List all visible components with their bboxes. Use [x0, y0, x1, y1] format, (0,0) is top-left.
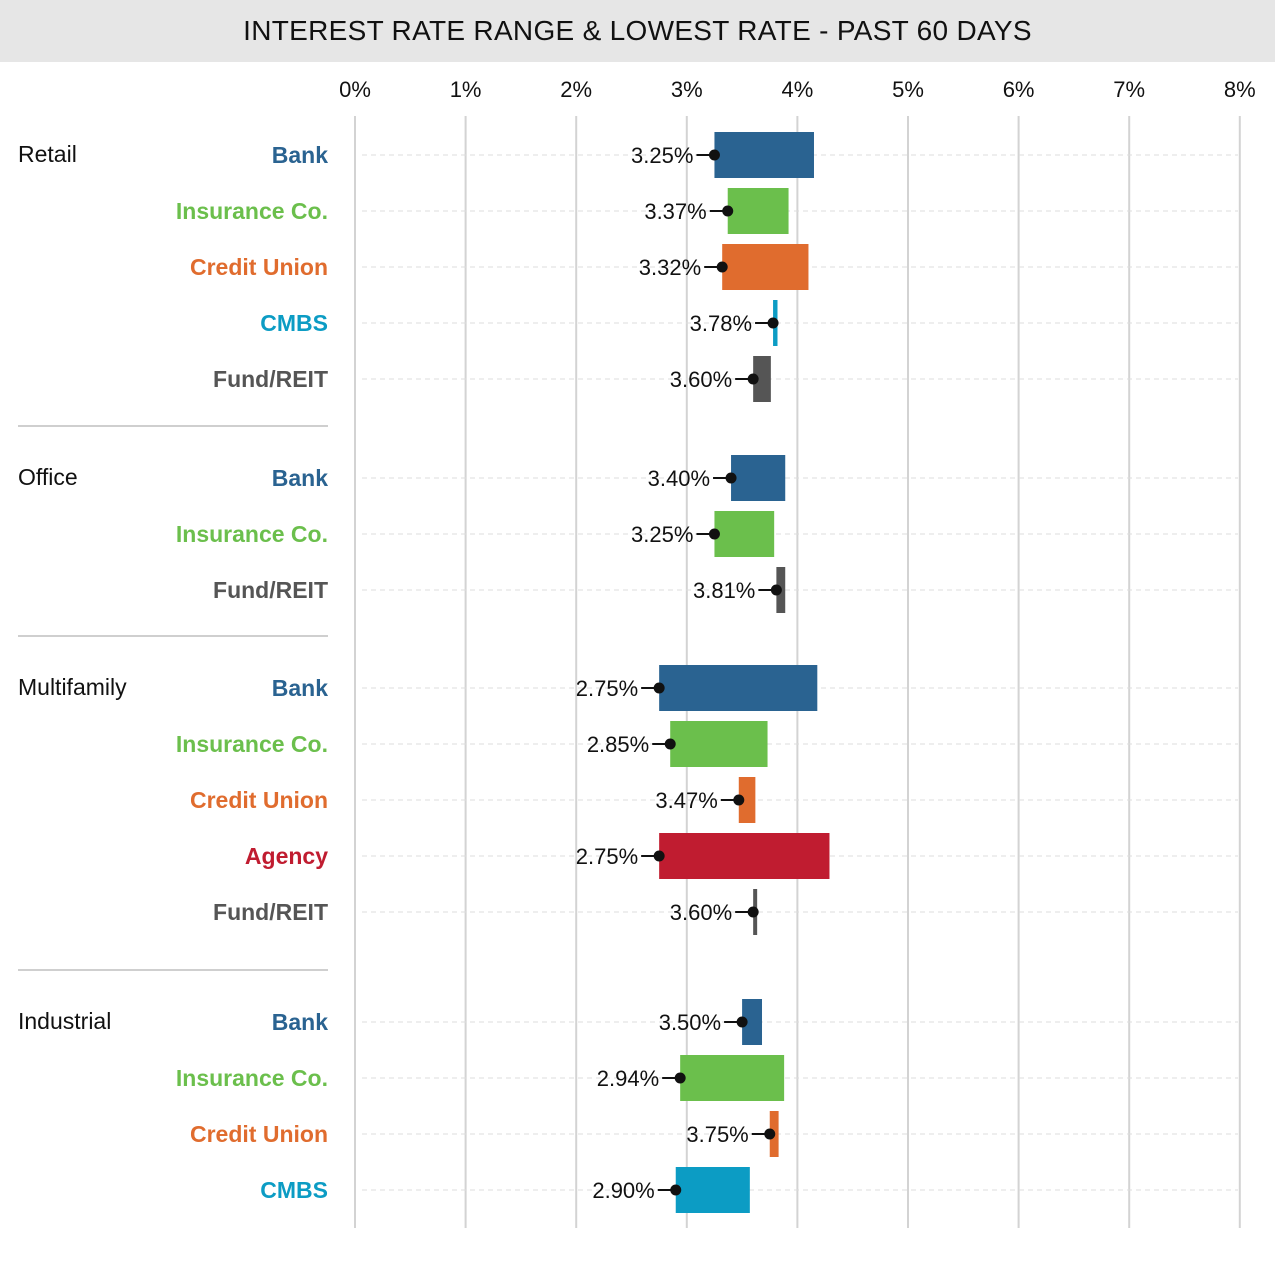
title-bar: INTEREST RATE RANGE & LOWEST RATE - PAST… — [0, 0, 1275, 62]
x-tick-label: 2% — [560, 77, 592, 102]
lender-label: Credit Union — [190, 1121, 328, 1147]
lowest-rate-dot — [653, 850, 665, 862]
group-label: Retail — [18, 141, 77, 167]
lowest-rate-label: 3.40% — [648, 466, 710, 491]
range-bar — [731, 455, 786, 501]
range-bar — [714, 132, 814, 178]
lowest-rate-label: 3.75% — [686, 1122, 748, 1147]
lowest-rate-dot — [764, 1128, 776, 1140]
range-bar — [753, 356, 771, 402]
lowest-rate-dot — [664, 738, 676, 750]
lender-label: Insurance Co. — [176, 731, 328, 757]
group-label: Office — [18, 464, 78, 490]
lowest-rate-dot — [767, 317, 779, 329]
range-bar — [680, 1055, 785, 1101]
lowest-rate-label: 3.81% — [693, 578, 755, 603]
lowest-rate-label: 3.78% — [690, 311, 752, 336]
x-tick-label: 6% — [1003, 77, 1035, 102]
lender-label: Credit Union — [190, 787, 328, 813]
lender-label: Fund/REIT — [213, 899, 328, 925]
lowest-rate-dot — [733, 794, 745, 806]
group-label: Industrial — [18, 1008, 111, 1034]
chart-title: INTEREST RATE RANGE & LOWEST RATE - PAST… — [243, 15, 1032, 46]
lender-label: Bank — [272, 1009, 328, 1035]
lowest-rate-dot — [736, 1016, 748, 1028]
lowest-rate-label: 3.50% — [659, 1010, 721, 1035]
x-tick-label: 1% — [450, 77, 482, 102]
range-bar — [675, 1167, 750, 1213]
lowest-rate-dot — [722, 205, 734, 217]
lowest-rate-dot — [674, 1072, 686, 1084]
lender-label: CMBS — [260, 310, 328, 336]
lender-label: Fund/REIT — [213, 366, 328, 392]
x-tick-label: 7% — [1113, 77, 1145, 102]
lowest-rate-label: 3.47% — [655, 788, 717, 813]
lowest-rate-label: 2.90% — [592, 1178, 654, 1203]
range-bar — [742, 999, 763, 1045]
lowest-rate-label: 3.25% — [631, 143, 693, 168]
range-bar — [727, 188, 789, 234]
x-tick-label: 4% — [782, 77, 814, 102]
range-bar — [714, 511, 775, 557]
lowest-rate-label: 3.25% — [631, 522, 693, 547]
lender-label: Credit Union — [190, 254, 328, 280]
lowest-rate-dot — [716, 261, 728, 273]
lowest-rate-dot — [747, 906, 759, 918]
lowest-rate-label: 3.32% — [639, 255, 701, 280]
lender-label: CMBS — [260, 1177, 328, 1203]
lender-label: Insurance Co. — [176, 198, 328, 224]
group-label: Multifamily — [18, 674, 127, 700]
lender-label: Bank — [272, 465, 328, 491]
lender-label: Insurance Co. — [176, 1065, 328, 1091]
range-bar — [659, 833, 830, 879]
lowest-rate-dot — [708, 149, 720, 161]
lender-label: Bank — [272, 675, 328, 701]
lowest-rate-dot — [770, 584, 782, 596]
lender-label: Fund/REIT — [213, 577, 328, 603]
x-tick-label: 3% — [671, 77, 703, 102]
range-bar — [738, 777, 756, 823]
lowest-rate-label: 2.94% — [597, 1066, 659, 1091]
x-tick-label: 0% — [339, 77, 371, 102]
lowest-rate-label: 3.60% — [670, 367, 732, 392]
lender-label: Bank — [272, 142, 328, 168]
lowest-rate-dot — [747, 373, 759, 385]
lowest-rate-dot — [670, 1184, 682, 1196]
x-tick-label: 5% — [892, 77, 924, 102]
lowest-rate-dot — [708, 528, 720, 540]
lowest-rate-dot — [725, 472, 737, 484]
lowest-rate-label: 2.75% — [576, 676, 638, 701]
range-bar — [722, 244, 809, 290]
range-bar — [670, 721, 768, 767]
lender-label: Insurance Co. — [176, 521, 328, 547]
lowest-rate-label: 3.37% — [644, 199, 706, 224]
range-bar — [659, 665, 818, 711]
lowest-rate-label: 3.60% — [670, 900, 732, 925]
lowest-rate-label: 2.75% — [576, 844, 638, 869]
lowest-rate-label: 2.85% — [587, 732, 649, 757]
lowest-rate-dot — [653, 682, 665, 694]
lender-label: Agency — [245, 843, 328, 869]
x-tick-label: 8% — [1224, 77, 1256, 102]
